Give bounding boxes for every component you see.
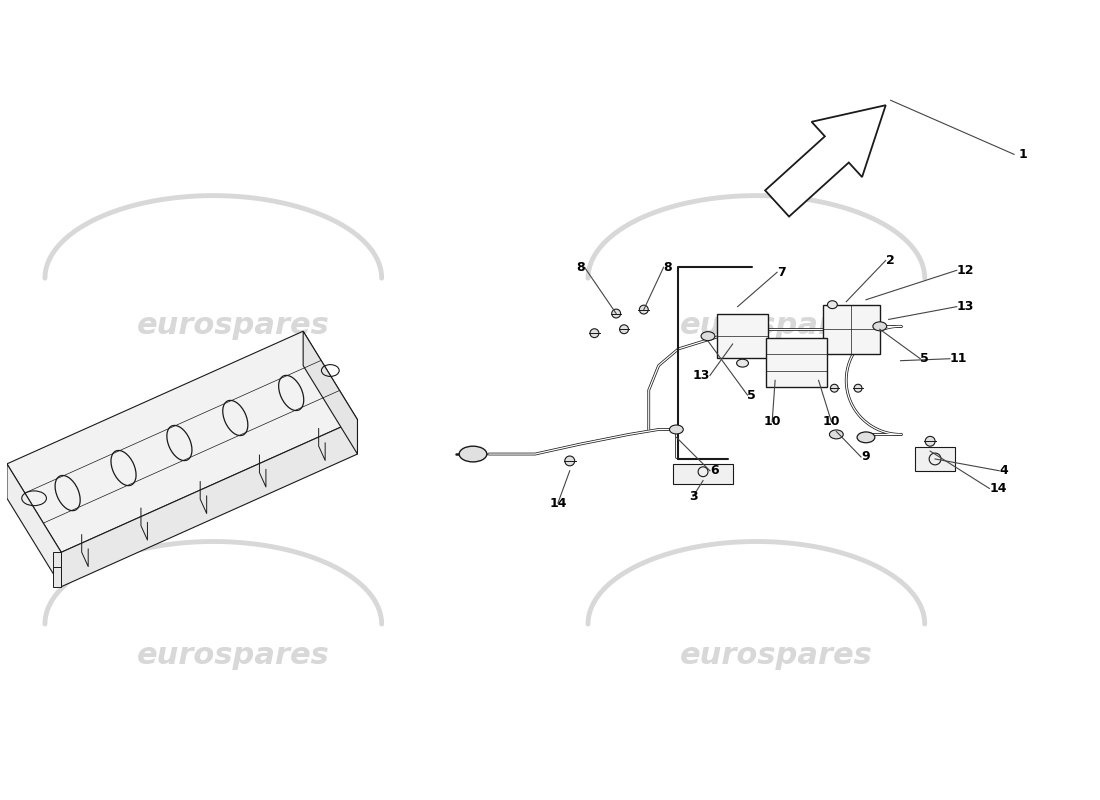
Text: 1: 1	[1019, 148, 1027, 161]
Text: 13: 13	[693, 369, 710, 382]
Polygon shape	[766, 106, 886, 217]
Ellipse shape	[827, 301, 837, 309]
Text: 5: 5	[748, 389, 756, 402]
Ellipse shape	[670, 425, 683, 434]
Text: 9: 9	[861, 450, 870, 463]
Ellipse shape	[639, 305, 648, 314]
Polygon shape	[7, 464, 62, 586]
Text: 12: 12	[957, 264, 975, 277]
Ellipse shape	[925, 436, 935, 446]
Text: 13: 13	[957, 300, 975, 313]
Ellipse shape	[619, 325, 628, 334]
Text: 8: 8	[576, 261, 584, 274]
Ellipse shape	[830, 384, 838, 392]
Polygon shape	[823, 305, 880, 354]
Text: 14: 14	[989, 482, 1006, 495]
Text: 4: 4	[999, 464, 1008, 478]
Text: eurospares: eurospares	[138, 641, 330, 670]
Polygon shape	[54, 552, 62, 572]
Polygon shape	[673, 464, 733, 483]
Ellipse shape	[701, 332, 715, 341]
Ellipse shape	[829, 430, 844, 439]
Ellipse shape	[737, 359, 748, 367]
Text: 2: 2	[886, 254, 894, 267]
Ellipse shape	[590, 329, 598, 338]
Ellipse shape	[612, 309, 620, 318]
Polygon shape	[767, 338, 827, 387]
Ellipse shape	[854, 384, 862, 392]
Polygon shape	[62, 420, 358, 586]
Text: 7: 7	[777, 266, 785, 278]
Polygon shape	[915, 447, 955, 470]
Text: 14: 14	[549, 497, 566, 510]
Polygon shape	[7, 331, 358, 552]
Text: 3: 3	[689, 490, 697, 502]
Polygon shape	[54, 567, 62, 586]
Text: 10: 10	[823, 415, 840, 428]
Text: 5: 5	[921, 352, 929, 366]
Polygon shape	[304, 331, 358, 454]
Text: eurospares: eurospares	[680, 641, 873, 670]
Text: eurospares: eurospares	[680, 311, 873, 340]
Text: eurospares: eurospares	[138, 311, 330, 340]
Text: 6: 6	[710, 464, 718, 478]
Polygon shape	[717, 314, 768, 358]
Text: 11: 11	[950, 352, 967, 366]
Ellipse shape	[459, 446, 487, 462]
Ellipse shape	[857, 432, 874, 442]
Text: 8: 8	[663, 261, 672, 274]
Text: 10: 10	[763, 415, 781, 428]
Ellipse shape	[564, 456, 574, 466]
Ellipse shape	[873, 322, 887, 330]
